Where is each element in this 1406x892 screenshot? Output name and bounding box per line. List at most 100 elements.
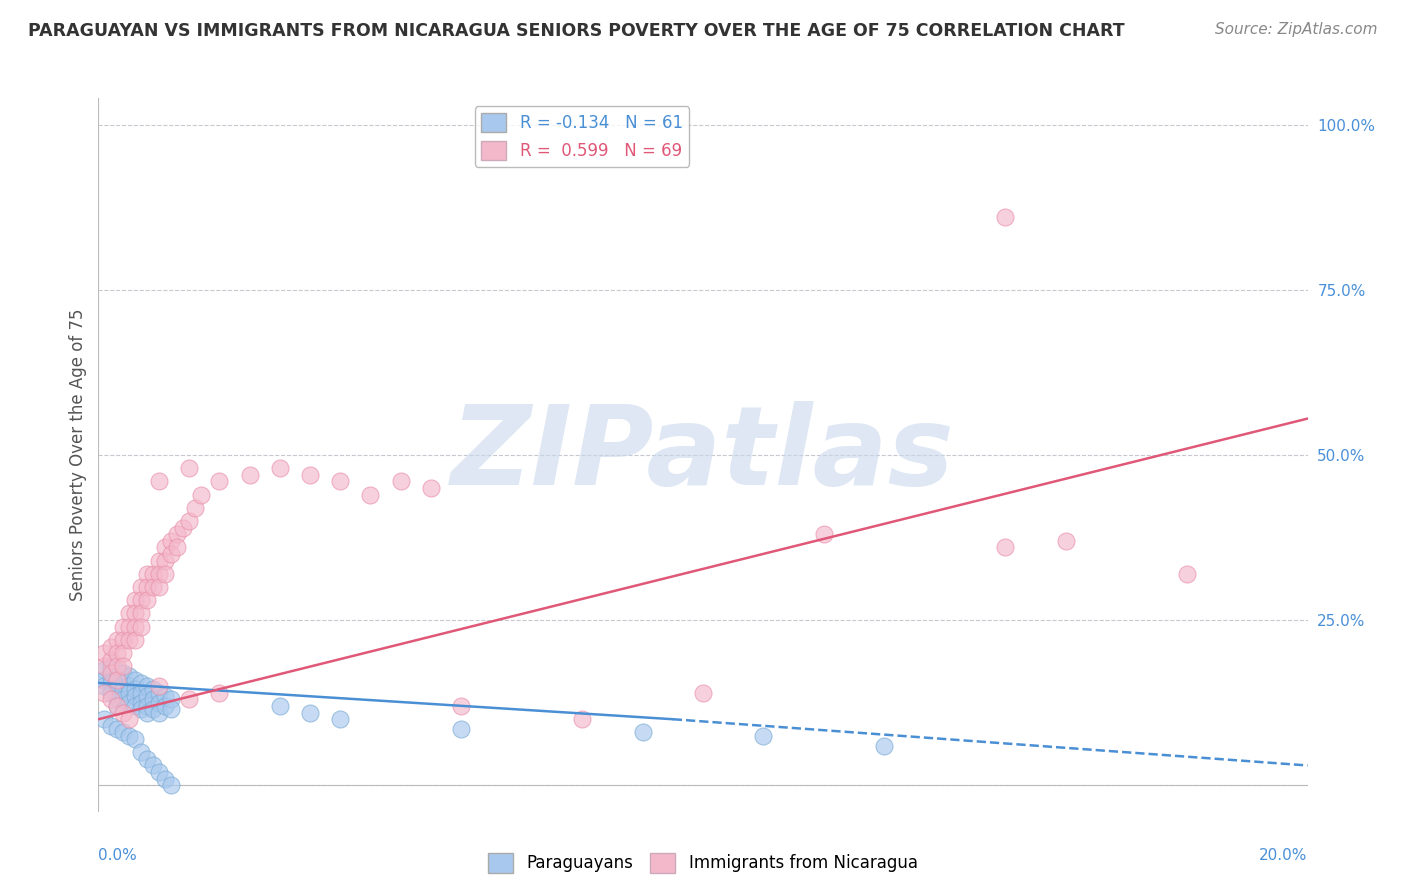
Point [118, 679, 141, 693]
Point [100, 665, 122, 680]
Point [135, 679, 157, 693]
Point [269, 461, 291, 475]
Point [105, 673, 128, 687]
Point [111, 692, 134, 706]
Point [329, 712, 352, 726]
Point [160, 778, 183, 792]
Point [269, 698, 291, 713]
Point [179, 514, 201, 528]
Point [93, 673, 115, 687]
Point [105, 698, 128, 713]
Point [111, 620, 134, 634]
Point [135, 580, 157, 594]
Point [179, 692, 201, 706]
Point [105, 692, 128, 706]
Point [299, 706, 322, 720]
Point [93, 663, 115, 677]
Point [450, 722, 472, 736]
Point [111, 682, 134, 697]
Point [129, 676, 152, 690]
Point [129, 686, 152, 700]
Point [100, 659, 122, 673]
Point [129, 607, 152, 621]
Point [111, 665, 134, 680]
Point [450, 698, 472, 713]
Point [105, 722, 128, 736]
Point [329, 475, 352, 489]
Point [813, 527, 835, 541]
Point [994, 210, 1017, 224]
Point [153, 772, 176, 786]
Point [692, 686, 714, 700]
Point [135, 752, 157, 766]
Point [105, 659, 128, 673]
Point [111, 646, 134, 660]
Point [105, 679, 128, 693]
Point [631, 725, 654, 739]
Text: PARAGUAYAN VS IMMIGRANTS FROM NICARAGUA SENIORS POVERTY OVER THE AGE OF 75 CORRE: PARAGUAYAN VS IMMIGRANTS FROM NICARAGUA … [28, 22, 1125, 40]
Point [142, 692, 165, 706]
Point [142, 566, 165, 581]
Point [100, 640, 122, 654]
Point [111, 725, 134, 739]
Point [153, 698, 176, 713]
Point [160, 533, 183, 548]
Point [118, 696, 141, 710]
Point [93, 686, 115, 700]
Point [124, 732, 146, 747]
Point [118, 620, 141, 634]
Text: 20.0%: 20.0% [1260, 848, 1308, 863]
Point [135, 593, 157, 607]
Point [129, 620, 152, 634]
Point [100, 692, 122, 706]
Point [148, 686, 170, 700]
Point [105, 698, 128, 713]
Point [93, 679, 115, 693]
Point [124, 607, 146, 621]
Point [190, 487, 212, 501]
Point [100, 686, 122, 700]
Point [994, 541, 1017, 555]
Point [129, 702, 152, 716]
Point [118, 686, 141, 700]
Point [124, 698, 146, 713]
Point [135, 698, 157, 713]
Point [184, 500, 207, 515]
Point [100, 719, 122, 733]
Point [118, 669, 141, 683]
Legend: Paraguayans, Immigrants from Nicaragua: Paraguayans, Immigrants from Nicaragua [482, 847, 924, 880]
Legend: R = -0.134   N = 61, R =  0.599   N = 69: R = -0.134 N = 61, R = 0.599 N = 69 [475, 106, 689, 167]
Point [148, 554, 170, 568]
Point [135, 689, 157, 703]
Point [166, 527, 188, 541]
Point [135, 706, 157, 720]
Point [571, 712, 593, 726]
Point [100, 653, 122, 667]
Point [208, 475, 231, 489]
Point [105, 646, 128, 660]
Point [93, 712, 115, 726]
Point [148, 566, 170, 581]
Point [105, 673, 128, 687]
Point [153, 566, 176, 581]
Point [124, 673, 146, 687]
Point [160, 547, 183, 561]
Point [111, 659, 134, 673]
Point [153, 541, 176, 555]
Text: 0.0%: 0.0% [98, 848, 138, 863]
Point [118, 607, 141, 621]
Point [148, 475, 170, 489]
Point [148, 706, 170, 720]
Point [105, 632, 128, 647]
Point [153, 689, 176, 703]
Point [129, 580, 152, 594]
Point [873, 739, 896, 753]
Point [124, 632, 146, 647]
Point [148, 580, 170, 594]
Point [239, 467, 262, 482]
Point [1054, 533, 1077, 548]
Point [160, 702, 183, 716]
Point [100, 676, 122, 690]
Point [100, 669, 122, 683]
Point [129, 745, 152, 759]
